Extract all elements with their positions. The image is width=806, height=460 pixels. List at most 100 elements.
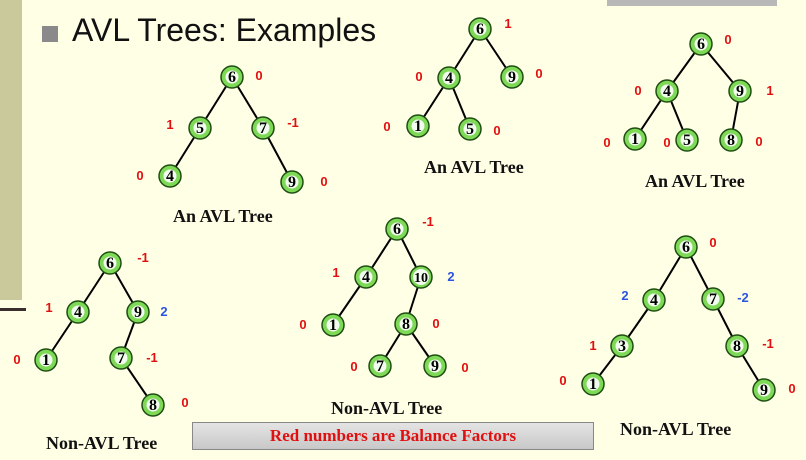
node-key-background xyxy=(473,22,487,36)
balance-factor-label: 0 xyxy=(136,168,143,183)
node-key: 7 xyxy=(709,291,717,308)
balance-factor-label: 0 xyxy=(415,69,422,84)
node-key: 8 xyxy=(402,316,410,333)
node-key-background xyxy=(163,169,177,183)
node-key: 3 xyxy=(618,338,626,355)
balance-factor-label: 0 xyxy=(663,135,670,150)
balance-factor-label: 0 xyxy=(788,381,795,396)
node-key-background xyxy=(628,132,642,146)
node-key: 6 xyxy=(476,21,484,38)
node-key-background xyxy=(285,175,299,189)
node-key-background xyxy=(359,270,373,284)
node-key-background xyxy=(411,119,425,133)
node-key-background xyxy=(647,293,661,307)
node-key: 8 xyxy=(727,132,735,149)
node-key: 4 xyxy=(445,70,453,87)
node-key: 6 xyxy=(228,69,236,86)
node-key: 1 xyxy=(414,118,422,135)
node-key: 6 xyxy=(106,255,114,272)
balance-factor-legend: Red numbers are Balance Factors xyxy=(192,422,594,450)
balance-factor-label: -1 xyxy=(422,214,434,229)
node-key-background xyxy=(114,351,128,365)
balance-factor-label: 0 xyxy=(493,123,500,138)
tree-node-t6n7: 7 -2 xyxy=(701,287,749,311)
tree-node-t5n1: 10 xyxy=(299,313,345,337)
node-key: 1 xyxy=(42,352,50,369)
balance-factor-label: 0 xyxy=(709,235,716,250)
node-key-background xyxy=(131,305,145,319)
balance-factor-label: 0 xyxy=(299,317,306,332)
node-key: 4 xyxy=(663,83,671,100)
balance-factor-label: 1 xyxy=(45,300,52,315)
tree-node-t1n5: 51 xyxy=(166,116,212,140)
balance-factor-label: 2 xyxy=(621,288,628,303)
node-key-background xyxy=(225,70,239,84)
tree-node-t4n7: 7 -1 xyxy=(109,346,158,370)
tree-3-caption: An AVL Tree xyxy=(645,171,745,191)
tree-node-t4n1: 10 xyxy=(13,348,58,372)
node-key: 4 xyxy=(362,269,370,286)
balance-factor-label: 0 xyxy=(320,174,327,189)
node-key-background xyxy=(146,398,160,412)
node-key: 5 xyxy=(466,121,474,138)
tree-node-t5n10: 10 2 xyxy=(409,265,455,289)
tree-node-t5n7: 70 xyxy=(350,354,392,378)
balance-factor-label: 0 xyxy=(350,359,357,374)
node-key-background xyxy=(680,133,694,147)
balance-factor-label: 0 xyxy=(461,360,468,375)
balance-factor-label: 1 xyxy=(504,16,511,31)
left-accent-line xyxy=(0,308,26,311)
balance-factor-label: -1 xyxy=(137,250,149,265)
node-key-background xyxy=(660,84,674,98)
balance-factor-label: 0 xyxy=(255,68,262,83)
node-key-background xyxy=(733,84,747,98)
node-key-background xyxy=(706,292,720,306)
node-key: 6 xyxy=(393,221,401,238)
node-key: 7 xyxy=(376,358,384,375)
balance-factor-label: 0 xyxy=(755,134,762,149)
balance-factor-label: 1 xyxy=(166,117,173,132)
tree-5-caption: Non-AVL Tree xyxy=(331,398,443,418)
tree-node-t4n6: 6 -1 xyxy=(98,250,149,275)
node-key: 9 xyxy=(760,382,768,399)
tree-node-t4n4: 41 xyxy=(45,300,90,324)
tree-node-t2n1: 10 xyxy=(383,114,430,138)
tree-node-t2n4: 40 xyxy=(415,66,461,90)
tree-node-t3n5: 50 xyxy=(663,128,699,152)
balance-factor-label: 0 xyxy=(535,66,542,81)
title-bullet-icon xyxy=(42,26,58,42)
balance-factor-label: 1 xyxy=(589,338,596,353)
tree-node-t5n6: 6 -1 xyxy=(385,214,434,241)
tree-node-t6n1: 10 xyxy=(559,372,605,396)
tree-1-caption: An AVL Tree xyxy=(173,206,273,226)
node-key: 4 xyxy=(650,292,658,309)
balance-factor-label: 0 xyxy=(724,32,731,47)
tree-node-t6n8: 8 -1 xyxy=(725,334,774,358)
left-accent-bar xyxy=(0,0,22,300)
node-key-background xyxy=(103,256,117,270)
node-key-background xyxy=(442,71,456,85)
tree-2-caption: An AVL Tree xyxy=(424,157,524,177)
tree-node-t6n3: 31 xyxy=(589,334,634,358)
tree-node-t3n1: 10 xyxy=(603,127,647,151)
node-key-background xyxy=(724,133,738,147)
node-key-background xyxy=(413,269,429,285)
node-key: 9 xyxy=(508,69,516,86)
node-key: 7 xyxy=(259,120,267,137)
node-key-background xyxy=(390,222,404,236)
node-key-background xyxy=(615,339,629,353)
node-key: 9 xyxy=(431,358,439,375)
node-key-background xyxy=(428,359,442,373)
node-key-background xyxy=(505,70,519,84)
balance-factor-label: 0 xyxy=(603,135,610,150)
